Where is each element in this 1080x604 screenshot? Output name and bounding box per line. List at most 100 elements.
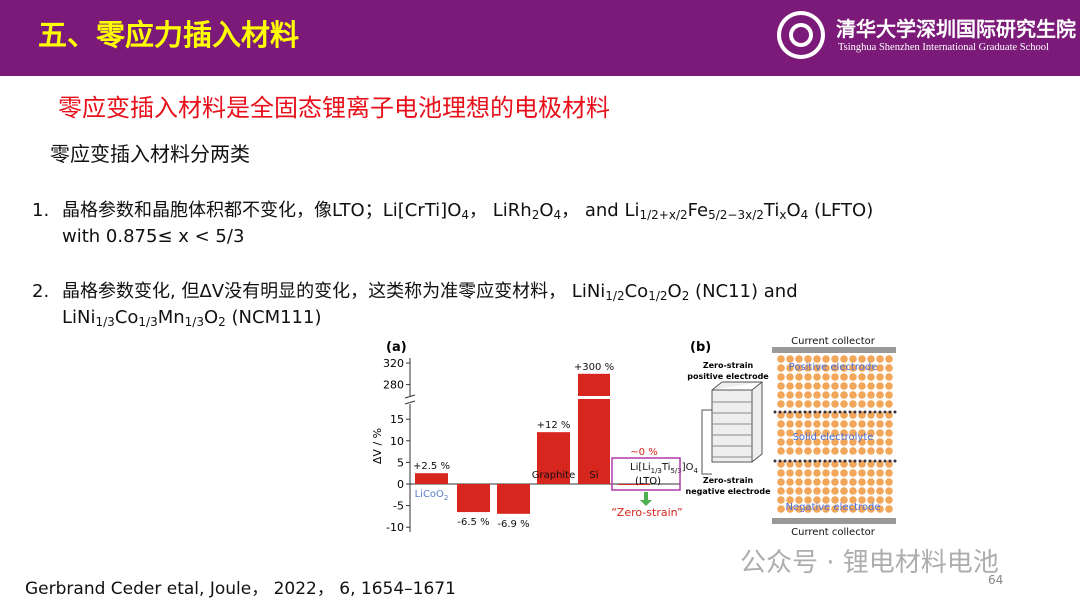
particle — [876, 373, 884, 381]
text-run: Li[Li — [630, 462, 651, 473]
particle — [867, 496, 875, 504]
text-run: 晶格参数变化, 但ΔV没有明显的变化，这类称为准零应变材料， LiNi — [62, 281, 606, 302]
ion — [833, 459, 837, 463]
intro: 零应变插入材料分两类 — [50, 142, 250, 166]
bar — [537, 432, 570, 484]
particle — [786, 391, 794, 399]
particle — [795, 355, 803, 363]
bar — [457, 484, 490, 513]
header-band — [0, 0, 1080, 76]
particle — [813, 355, 821, 363]
ion — [888, 410, 892, 414]
school-name-en: Tsinghua Shenzhen International Graduate… — [838, 42, 1049, 53]
text-run: O — [667, 281, 682, 302]
particle — [822, 469, 830, 477]
particle — [858, 382, 866, 390]
school-name-cn: 清华大学深圳国际研究生院 — [836, 17, 1076, 41]
particle — [804, 447, 812, 455]
item-number: 2. — [32, 281, 50, 302]
particle — [786, 411, 794, 419]
particle — [858, 438, 866, 446]
particle — [804, 391, 812, 399]
particle — [840, 438, 848, 446]
particle — [786, 364, 794, 372]
ion — [783, 459, 787, 463]
ion — [778, 459, 782, 463]
particle — [840, 478, 848, 486]
particle — [831, 355, 839, 363]
slide-title: 五、零应力插入材料 — [38, 18, 300, 52]
particle — [822, 391, 830, 399]
particle — [876, 400, 884, 408]
ion — [773, 410, 777, 414]
particle — [777, 373, 785, 381]
ion — [883, 459, 887, 463]
particle — [849, 505, 857, 513]
y-tick-label: 10 — [390, 435, 404, 448]
zero-strain-label: “Zero-strain” — [611, 506, 682, 519]
particle — [777, 364, 785, 372]
particle — [777, 478, 785, 486]
subscript: 1/2 — [648, 289, 668, 303]
particle — [876, 355, 884, 363]
particle — [885, 429, 893, 437]
particle — [786, 478, 794, 486]
bar — [578, 373, 610, 484]
particle — [858, 487, 866, 495]
item-line: 2. 晶格参数变化, 但ΔV没有明显的变化，这类称为准零应变材料， LiNi 1/2… — [32, 279, 798, 305]
cell-label: Zero-strain — [703, 361, 754, 370]
particle — [795, 364, 803, 372]
text-run: O — [203, 307, 219, 328]
particle — [876, 487, 884, 495]
particle — [831, 505, 839, 513]
particle — [831, 364, 839, 372]
particle — [822, 487, 830, 495]
particle — [831, 496, 839, 504]
ion — [873, 459, 877, 463]
text-run: (LFTO) — [808, 200, 874, 221]
ion — [873, 410, 877, 414]
particle — [813, 487, 821, 495]
ion — [883, 410, 887, 414]
particle — [777, 447, 785, 455]
value-label: -6.5 % — [457, 517, 489, 528]
bar — [618, 484, 650, 485]
particle — [777, 391, 785, 399]
cell-stack — [711, 381, 763, 463]
bar — [415, 473, 448, 484]
particle — [840, 505, 848, 513]
particle — [885, 487, 893, 495]
particle — [858, 420, 866, 428]
particle — [786, 469, 794, 477]
category-label: Li[Li1/3Ti5/3]O4 — [630, 462, 699, 475]
ion — [828, 459, 832, 463]
particle — [876, 391, 884, 399]
particle — [822, 496, 830, 504]
particle — [840, 364, 848, 372]
particle — [813, 429, 821, 437]
particle — [885, 382, 893, 390]
axis-break — [405, 396, 415, 404]
y-tick-label: 0 — [397, 478, 404, 491]
cell-label: negative electrode — [686, 487, 772, 496]
particle — [813, 420, 821, 428]
ion — [823, 459, 827, 463]
particle — [849, 487, 857, 495]
particle — [849, 469, 857, 477]
particle — [804, 373, 812, 381]
particle — [885, 391, 893, 399]
text-run: ]O — [682, 462, 694, 473]
particle — [876, 496, 884, 504]
particle — [813, 373, 821, 381]
particle — [795, 373, 803, 381]
ion — [833, 410, 837, 414]
particle — [867, 469, 875, 477]
collector — [772, 518, 896, 524]
particle — [876, 478, 884, 486]
particle — [822, 447, 830, 455]
particle — [786, 420, 794, 428]
particle — [885, 505, 893, 513]
particle — [822, 400, 830, 408]
